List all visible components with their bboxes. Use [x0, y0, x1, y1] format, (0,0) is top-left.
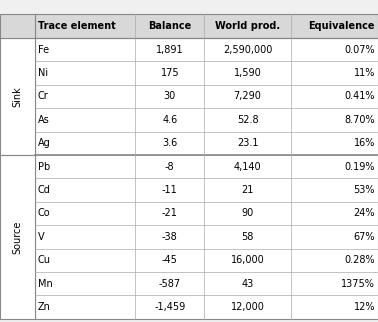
Text: Ag: Ag	[38, 138, 51, 148]
Text: As: As	[38, 115, 50, 125]
Bar	[35, 85, 378, 108]
Text: 1375%: 1375%	[341, 279, 375, 289]
Text: 58: 58	[242, 232, 254, 242]
Text: 7,290: 7,290	[234, 91, 262, 101]
Text: 4.6: 4.6	[162, 115, 177, 125]
Text: Cr: Cr	[38, 91, 48, 101]
Text: -1,459: -1,459	[154, 302, 185, 312]
Text: 1,590: 1,590	[234, 68, 262, 78]
Text: Trace element: Trace element	[38, 21, 116, 31]
Text: 30: 30	[164, 91, 176, 101]
Text: 12,000: 12,000	[231, 302, 265, 312]
Text: 12%: 12%	[353, 302, 375, 312]
Bar	[0, 38, 35, 155]
Bar	[0, 14, 35, 38]
Text: -38: -38	[162, 232, 178, 242]
Text: -11: -11	[162, 185, 178, 195]
Bar	[35, 225, 378, 249]
Text: 2,590,000: 2,590,000	[223, 45, 272, 55]
Text: Balance: Balance	[148, 21, 191, 31]
Text: Equivalence: Equivalence	[308, 21, 375, 31]
Text: 175: 175	[161, 68, 179, 78]
Text: Ni: Ni	[38, 68, 48, 78]
Bar	[35, 272, 378, 295]
Text: 11%: 11%	[353, 68, 375, 78]
Text: 24%: 24%	[353, 208, 375, 218]
Bar	[35, 14, 378, 38]
Bar	[0, 155, 35, 319]
Bar	[35, 295, 378, 319]
Text: Fe: Fe	[38, 45, 49, 55]
Text: Co: Co	[38, 208, 50, 218]
Text: 8.70%: 8.70%	[344, 115, 375, 125]
Text: -21: -21	[162, 208, 178, 218]
Text: 90: 90	[242, 208, 254, 218]
Bar	[35, 38, 378, 61]
Text: 4,140: 4,140	[234, 162, 262, 172]
Text: Source: Source	[12, 220, 22, 253]
Text: 52.8: 52.8	[237, 115, 259, 125]
Text: V: V	[38, 232, 45, 242]
Bar	[35, 178, 378, 202]
Text: 3.6: 3.6	[162, 138, 177, 148]
Text: 53%: 53%	[353, 185, 375, 195]
Text: 23.1: 23.1	[237, 138, 258, 148]
Bar	[35, 131, 378, 155]
Text: 0.07%: 0.07%	[344, 45, 375, 55]
Text: Zn: Zn	[38, 302, 51, 312]
Text: Pb: Pb	[38, 162, 50, 172]
Text: Mn: Mn	[38, 279, 53, 289]
Text: Sink: Sink	[12, 86, 22, 107]
Text: 67%: 67%	[353, 232, 375, 242]
Text: 43: 43	[242, 279, 254, 289]
Text: -8: -8	[165, 162, 175, 172]
Text: 0.28%: 0.28%	[344, 255, 375, 265]
Bar	[35, 108, 378, 131]
Bar	[35, 202, 378, 225]
Text: Cd: Cd	[38, 185, 51, 195]
Bar	[35, 155, 378, 178]
Text: 0.41%: 0.41%	[344, 91, 375, 101]
Text: World prod.: World prod.	[215, 21, 280, 31]
Bar	[35, 61, 378, 85]
Text: -45: -45	[162, 255, 178, 265]
Bar	[35, 249, 378, 272]
Text: Cu: Cu	[38, 255, 51, 265]
Text: 0.19%: 0.19%	[344, 162, 375, 172]
Text: 1,891: 1,891	[156, 45, 184, 55]
Text: 16,000: 16,000	[231, 255, 265, 265]
Text: 16%: 16%	[353, 138, 375, 148]
Text: 21: 21	[242, 185, 254, 195]
Bar	[0, 38, 35, 319]
Text: -587: -587	[159, 279, 181, 289]
